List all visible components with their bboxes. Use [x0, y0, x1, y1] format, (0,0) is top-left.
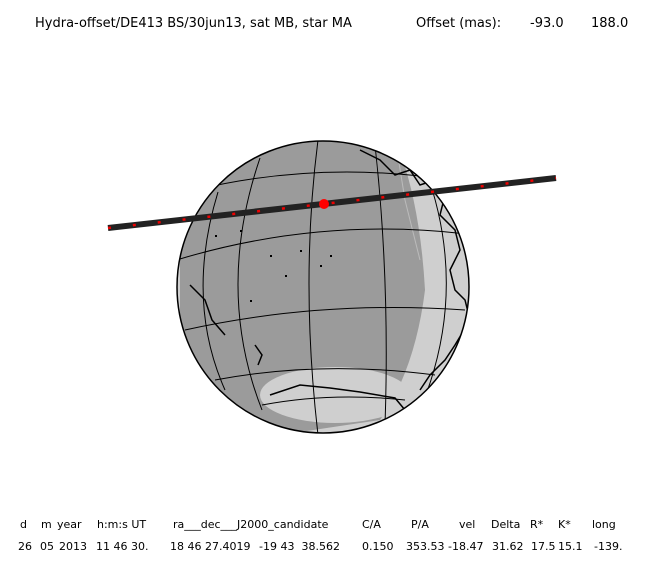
offset-label: Offset (mas):	[416, 16, 501, 31]
cell: 26	[18, 540, 32, 553]
column-header: ra___dec___J2000_candidate	[173, 518, 329, 531]
cell: 353.53	[406, 540, 445, 553]
cell: -19 43 38.562	[259, 540, 340, 553]
offset-value: -93.0	[530, 16, 564, 31]
cell: 31.62	[492, 540, 524, 553]
column-header: Delta	[491, 518, 520, 531]
column-header: m	[41, 518, 52, 531]
cell: 17.5	[531, 540, 556, 553]
column-header: d	[20, 518, 27, 531]
column-header: K*	[558, 518, 571, 531]
title: Hydra-offset/DE413 BS/30jun13, sat MB, s…	[35, 16, 352, 31]
column-header: P/A	[411, 518, 429, 531]
column-header: long	[592, 518, 616, 531]
cell: 15.1	[558, 540, 583, 553]
column-header: R*	[530, 518, 544, 531]
cell: 18 46 27.4019	[170, 540, 250, 553]
column-header: vel	[459, 518, 475, 531]
cell: -18.47	[448, 540, 483, 553]
column-header: year	[57, 518, 82, 531]
column-header: h:m:s UT	[97, 518, 146, 531]
globe	[176, 140, 470, 434]
result-table: d m year h:m:s UT ra___dec___J2000_candidate…	[18, 518, 622, 553]
shadow-track	[107, 175, 557, 231]
cell: 11 46 30.	[96, 540, 148, 553]
column-header: C/A	[362, 518, 381, 531]
offset-value: 188.0	[591, 16, 628, 31]
cell: 0.150	[362, 540, 394, 553]
cell: 2013	[59, 540, 87, 553]
cell: -139.	[594, 540, 622, 553]
cell: 05	[40, 540, 54, 553]
